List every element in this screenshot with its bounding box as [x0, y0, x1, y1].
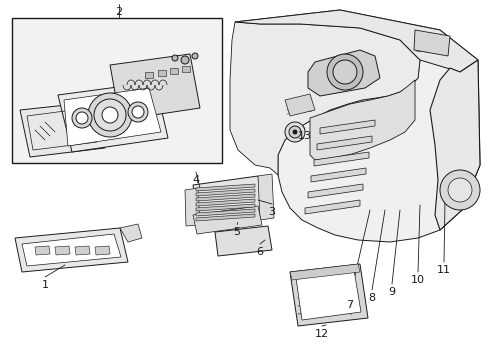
Polygon shape	[196, 209, 254, 216]
Polygon shape	[285, 94, 314, 116]
Circle shape	[172, 55, 178, 61]
Polygon shape	[313, 152, 368, 166]
Polygon shape	[22, 234, 121, 266]
Polygon shape	[196, 194, 254, 201]
Text: 3: 3	[268, 207, 275, 217]
Polygon shape	[295, 270, 360, 320]
Polygon shape	[310, 168, 365, 182]
Circle shape	[326, 54, 362, 90]
Polygon shape	[35, 246, 50, 255]
Polygon shape	[182, 66, 190, 72]
Circle shape	[128, 102, 148, 122]
Text: 10: 10	[410, 275, 424, 285]
Circle shape	[181, 56, 189, 64]
Circle shape	[292, 130, 296, 134]
Polygon shape	[64, 88, 161, 146]
Polygon shape	[193, 176, 264, 224]
Polygon shape	[289, 264, 359, 280]
Text: 2: 2	[115, 7, 122, 17]
Polygon shape	[258, 174, 273, 220]
Polygon shape	[429, 60, 479, 230]
Circle shape	[285, 122, 305, 142]
Polygon shape	[120, 224, 142, 242]
Circle shape	[447, 178, 471, 202]
Text: 5: 5	[233, 227, 240, 237]
Polygon shape	[95, 246, 110, 255]
Polygon shape	[316, 136, 371, 150]
Polygon shape	[145, 72, 153, 78]
Polygon shape	[235, 10, 479, 242]
Polygon shape	[55, 246, 70, 255]
Text: 8: 8	[367, 293, 375, 303]
Text: 1: 1	[41, 280, 48, 290]
Text: 13: 13	[297, 131, 311, 141]
Text: 6: 6	[256, 247, 263, 257]
Text: 7: 7	[346, 300, 353, 310]
Text: 9: 9	[387, 287, 395, 297]
Polygon shape	[196, 199, 254, 206]
Polygon shape	[196, 189, 254, 196]
Polygon shape	[196, 204, 254, 211]
Polygon shape	[20, 102, 105, 157]
Circle shape	[102, 107, 118, 123]
Polygon shape	[319, 120, 374, 134]
Circle shape	[288, 126, 301, 138]
Text: 11: 11	[436, 265, 450, 275]
Polygon shape	[58, 82, 168, 152]
Polygon shape	[309, 80, 414, 160]
Text: 12: 12	[314, 329, 328, 339]
Polygon shape	[307, 184, 362, 198]
Polygon shape	[15, 228, 128, 272]
Polygon shape	[184, 188, 200, 226]
Circle shape	[76, 112, 88, 124]
Circle shape	[192, 53, 198, 59]
Polygon shape	[307, 50, 379, 96]
Polygon shape	[289, 264, 367, 326]
Circle shape	[132, 106, 143, 118]
Polygon shape	[215, 226, 271, 256]
Polygon shape	[196, 214, 254, 221]
Polygon shape	[229, 22, 419, 175]
Polygon shape	[75, 246, 90, 255]
Circle shape	[332, 60, 356, 84]
Circle shape	[94, 99, 126, 131]
Circle shape	[88, 93, 132, 137]
Polygon shape	[170, 68, 178, 74]
Bar	[12, 18, 222, 163]
Polygon shape	[305, 200, 359, 214]
Polygon shape	[235, 10, 477, 72]
Circle shape	[439, 170, 479, 210]
Polygon shape	[158, 70, 165, 76]
Polygon shape	[110, 54, 200, 120]
Polygon shape	[413, 30, 449, 56]
Polygon shape	[196, 184, 254, 191]
Polygon shape	[193, 206, 262, 234]
Text: 4: 4	[192, 175, 199, 185]
Circle shape	[72, 108, 92, 128]
